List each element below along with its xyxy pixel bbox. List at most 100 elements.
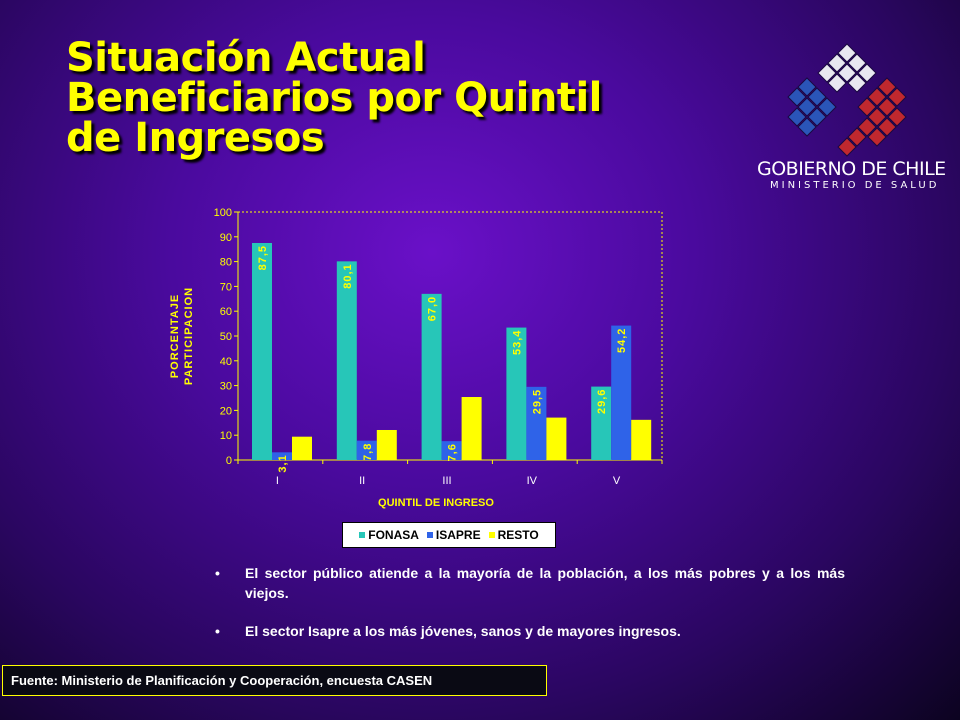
logo-tile-red (837, 137, 857, 157)
bar-resto (376, 429, 397, 460)
y-tick-label: 100 (214, 207, 232, 219)
logo-tile-red (877, 117, 897, 137)
legend-label-resto: RESTO (497, 528, 539, 542)
bar-resto (461, 397, 482, 460)
bullet-dot: • (215, 565, 220, 581)
data-label-resto: 16,2 (636, 422, 648, 447)
legend-swatch-resto (488, 532, 495, 538)
bullet-item: • El sector Isapre a los más jóvenes, sa… (215, 621, 845, 641)
bar-isapre (356, 440, 377, 460)
bullet-dot: • (215, 623, 220, 639)
bullet-text: El sector Isapre a los más jóvenes, sano… (245, 623, 681, 639)
source-note: Fuente: Ministerio de Planificación y Co… (2, 665, 547, 696)
logo-tile-white (817, 63, 837, 83)
bar-fonasa (336, 261, 357, 460)
logo-tile-blue (797, 117, 817, 137)
data-label-fonasa: 53,4 (511, 330, 523, 355)
data-label-fonasa: 87,5 (257, 245, 269, 270)
bar-resto (546, 417, 567, 460)
logo-tile-white (827, 53, 847, 73)
y-tick-label: 0 (226, 455, 232, 467)
logo-tile-white (857, 63, 877, 83)
logo-tile-red (887, 87, 907, 107)
y-tick-label: 30 (220, 381, 232, 393)
legend-item-fonasa: FONASA (359, 528, 419, 542)
logo-tile-white (837, 63, 857, 83)
y-tick-label: 90 (220, 232, 232, 244)
data-label-resto: 9,4 (297, 439, 309, 457)
legend-label-fonasa: FONASA (368, 528, 419, 542)
logo-tile-blue (797, 77, 817, 97)
data-label-resto: 12,1 (382, 432, 394, 457)
legend-swatch-fonasa (359, 532, 366, 538)
legend-item-isapre: ISAPRE (426, 528, 481, 542)
data-label-isapre: 7,6 (447, 443, 459, 461)
bullet-text: El sector público atiende a la mayoría d… (245, 565, 845, 601)
logo-tile-white (837, 43, 857, 63)
logo-subtitle: MINISTERIO DE SALUD (770, 180, 940, 191)
logo-tile-white (847, 53, 867, 73)
y-axis-title: PARTICIPACION (183, 287, 195, 385)
logo-tile-red (867, 87, 887, 107)
logo-tile-red (847, 127, 867, 147)
data-label-isapre: 54,2 (616, 328, 628, 353)
data-label-fonasa: 29,6 (596, 389, 608, 414)
data-label-isapre: 7,8 (362, 443, 374, 461)
bar-isapre (441, 441, 462, 460)
bar-fonasa (591, 386, 612, 460)
bullet-list: • El sector público atiende a la mayoría… (215, 563, 845, 641)
title-line: Beneficiarios por Quintil (66, 75, 602, 121)
logo-tile-blue (787, 87, 807, 107)
legend-swatch-isapre (426, 532, 433, 538)
bar-fonasa (506, 327, 527, 460)
data-label-resto: 25,4 (467, 399, 479, 424)
logo-title: GOBIERNO DE CHILE (757, 158, 946, 180)
x-tick-label: II (359, 475, 365, 487)
logo-tile-red (867, 127, 887, 147)
bar-isapre (526, 386, 547, 460)
y-tick-label: 10 (220, 430, 232, 442)
y-tick-label: 50 (220, 331, 232, 343)
chart-legend: FONASA ISAPRE RESTO (342, 522, 556, 548)
legend-label-isapre: ISAPRE (435, 528, 481, 542)
y-tick-label: 80 (220, 257, 232, 269)
data-label-fonasa: 80,1 (342, 263, 354, 288)
bar-fonasa (252, 243, 272, 460)
legend-item-resto: RESTO (488, 528, 539, 542)
bar-isapre (272, 452, 292, 460)
bar-fonasa (421, 293, 442, 460)
bar-isapre (611, 325, 632, 460)
bullet-item: • El sector público atiende a la mayoría… (215, 563, 845, 603)
logo-tile-red (877, 77, 897, 97)
logo-tile-red (857, 117, 877, 137)
x-tick-label: III (442, 475, 451, 487)
slide-title: Situación Actual Beneficiarios por Quint… (66, 38, 706, 158)
data-label-fonasa: 67,0 (427, 296, 439, 321)
logo-tile-blue (797, 97, 817, 117)
logo-tile-white (827, 73, 847, 93)
y-tick-label: 60 (220, 306, 232, 318)
x-tick-label: V (613, 475, 621, 487)
logo-tile-red (867, 107, 887, 127)
logo-tile-blue (807, 107, 827, 127)
x-tick-label: IV (527, 475, 538, 487)
y-axis-title: PORCENTAJE (169, 294, 181, 378)
logo-tile-white (847, 73, 867, 93)
logo-tile-red (877, 97, 897, 117)
data-label-resto: 17,1 (551, 420, 563, 445)
logo-tile-blue (787, 107, 807, 127)
y-tick-label: 20 (220, 405, 232, 417)
x-axis-title: QUINTIL DE INGRESO (378, 497, 494, 509)
bar-resto (292, 436, 312, 460)
title-line: Situación Actual (66, 35, 426, 81)
y-tick-label: 70 (220, 281, 232, 293)
government-logo-icon (787, 43, 907, 157)
data-label-isapre: 3,1 (277, 454, 289, 472)
logo-tile-red (887, 107, 907, 127)
bar-chart: 0 10 20 30 40 50 60 70 80 90 100 PORCENTAJE PARTICIP… (169, 207, 663, 509)
bar-resto (631, 419, 652, 460)
title-line: de Ingresos (66, 115, 325, 161)
data-label-isapre: 29,5 (531, 389, 543, 414)
y-tick-label: 40 (220, 356, 232, 368)
x-tick-label: I (276, 475, 279, 487)
